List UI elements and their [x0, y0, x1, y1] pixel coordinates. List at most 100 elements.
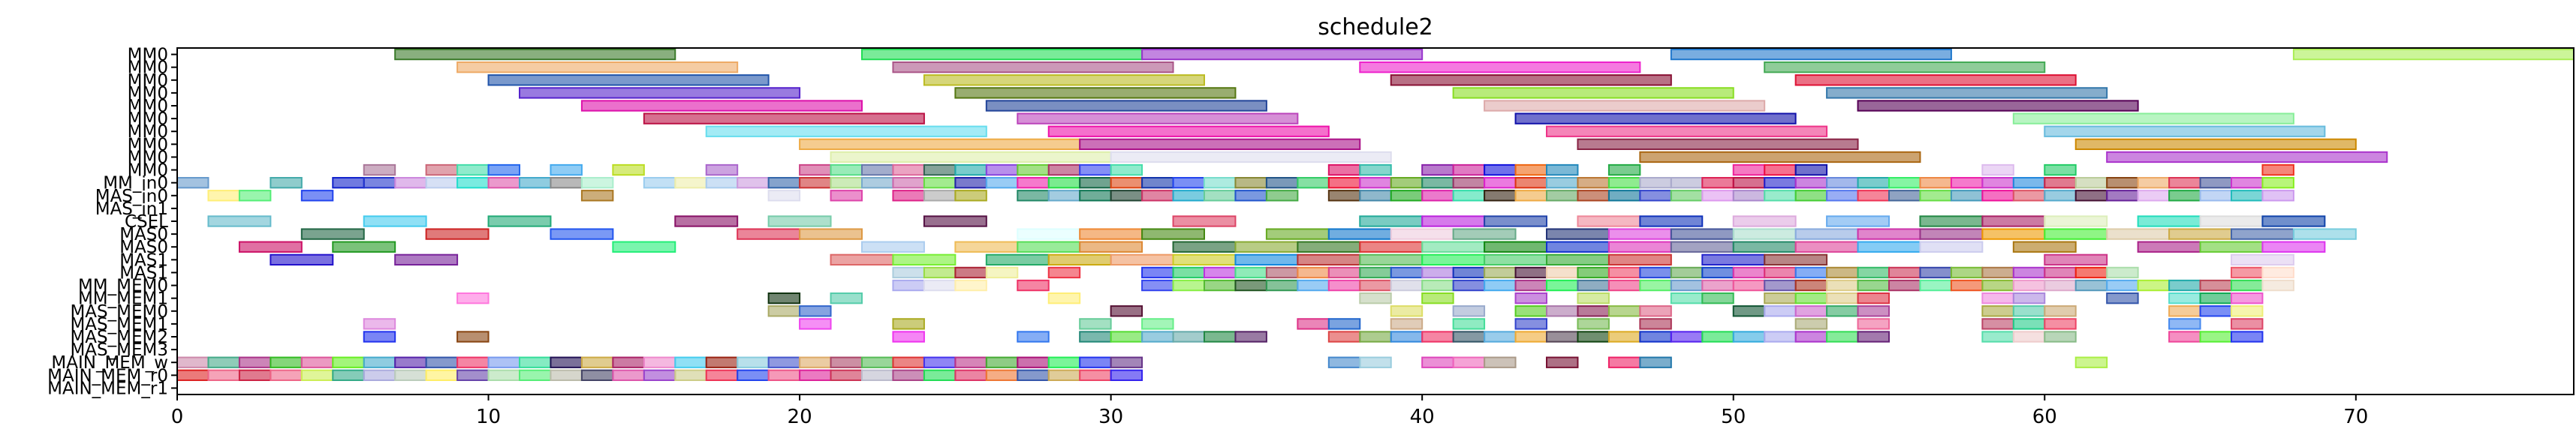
task-bar [2231, 279, 2264, 292]
task-bar [1079, 356, 1112, 368]
task-bar [1546, 254, 1610, 266]
task-bar [1639, 331, 1672, 343]
task-bar [1794, 74, 2077, 86]
task-bar [2231, 228, 2294, 240]
task-bar [2012, 190, 2046, 202]
task-bar [1141, 48, 1424, 61]
task-bar [1047, 125, 1330, 137]
task-bar [550, 164, 583, 176]
task-bar [799, 305, 832, 317]
task-bar [1546, 331, 1579, 343]
task-bar [1764, 331, 1797, 343]
task-bar [1421, 190, 1454, 202]
task-bar [2261, 190, 2294, 202]
task-bar [487, 164, 521, 176]
task-bar [1607, 254, 1672, 266]
task-bar [861, 48, 1143, 61]
x-tick-label: 60 [2032, 406, 2057, 428]
task-bar [425, 164, 459, 176]
task-bar [300, 356, 334, 368]
task-bar [1670, 228, 1734, 240]
task-bar [1857, 318, 1890, 330]
task-bar [1390, 305, 1424, 317]
y-tick-label: MM_MEM1 [78, 290, 168, 309]
task-bar [207, 369, 240, 382]
task-bar [861, 241, 925, 253]
task-bar [1265, 266, 1299, 279]
task-bar [954, 266, 987, 279]
task-bar [1888, 279, 1921, 292]
task-bar [2044, 318, 2077, 330]
task-bar [1826, 292, 1859, 304]
x-tick-label: 10 [476, 406, 501, 428]
task-bar [550, 176, 583, 189]
task-bar [1390, 279, 1424, 292]
task-bar [1670, 190, 1704, 202]
task-bar [1794, 318, 1828, 330]
task-bar [1701, 331, 1734, 343]
task-bar [1327, 176, 1361, 189]
task-bar [1047, 292, 1081, 304]
task-bar [1110, 151, 1392, 164]
task-bar [2106, 176, 2139, 189]
task-bar [1017, 369, 1050, 382]
task-bar [394, 254, 459, 266]
task-bar [1110, 176, 1143, 189]
task-bar [1514, 305, 1547, 317]
task-bar [1141, 228, 1206, 240]
task-bar [799, 228, 863, 240]
task-bar [2106, 190, 2139, 202]
task-bar [1826, 215, 1890, 227]
task-bar [1919, 266, 1952, 279]
task-bar [861, 176, 894, 189]
task-bar [2261, 164, 2294, 176]
task-bar [1607, 356, 1641, 368]
task-bar [1950, 279, 1984, 292]
task-bar [2044, 228, 2108, 240]
task-bar [1390, 228, 1454, 240]
task-bar [1359, 190, 1392, 202]
task-bar [1110, 331, 1143, 343]
task-bar [674, 356, 707, 368]
task-bar [2168, 318, 2201, 330]
task-bar [1265, 279, 1299, 292]
task-bar [1919, 228, 1984, 240]
task-bar [1172, 266, 1205, 279]
task-bar [643, 112, 925, 124]
task-bar [2231, 266, 2264, 279]
task-bar [1670, 48, 1952, 61]
task-bar [1919, 279, 1952, 292]
task-bar [2231, 331, 2264, 343]
task-bar [1639, 305, 1672, 317]
task-bar [892, 369, 925, 382]
task-bar [985, 176, 1019, 189]
task-bar [1204, 176, 1237, 189]
task-bar [1546, 164, 1579, 176]
task-bar [363, 176, 396, 189]
task-bar [1327, 228, 1392, 240]
task-bar [456, 292, 490, 304]
task-bar [1234, 176, 1267, 189]
task-bar [1794, 266, 1828, 279]
task-bar [394, 48, 676, 61]
task-bar [2261, 279, 2294, 292]
task-bar [1359, 266, 1392, 279]
task-bar [1359, 356, 1392, 368]
task-bar [2074, 176, 2108, 189]
task-bar [1079, 241, 1143, 253]
task-bar [705, 125, 987, 137]
task-bar [2168, 305, 2201, 317]
task-bar [238, 241, 303, 253]
task-bar [1079, 228, 1143, 240]
task-bar [1857, 176, 1890, 189]
task-bar [2012, 266, 2046, 279]
task-bar [1764, 61, 2046, 74]
task-bar [1701, 266, 1734, 279]
task-bar [1607, 241, 1672, 253]
task-bar [1577, 279, 1610, 292]
task-bar [332, 356, 365, 368]
task-bar [2261, 176, 2294, 189]
task-bar [1327, 356, 1361, 368]
y-tick-label: MAS1 [119, 250, 168, 270]
task-bar [1794, 176, 1828, 189]
